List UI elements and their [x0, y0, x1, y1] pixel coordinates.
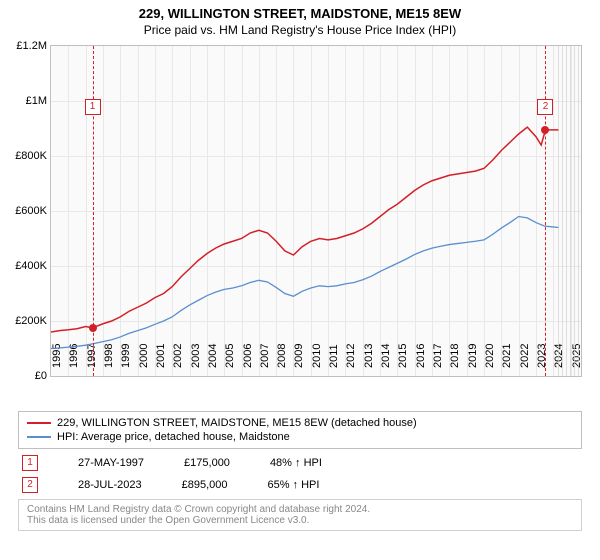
series-layer	[51, 46, 581, 376]
legend-swatch	[27, 422, 51, 424]
y-axis-label: £1M	[5, 95, 47, 107]
transaction-marker-number: 1	[85, 99, 101, 115]
transaction-marker-dot	[541, 126, 549, 134]
transaction-marker-line	[545, 46, 546, 376]
y-axis-label: £200K	[5, 315, 47, 327]
transaction-row: 1 27-MAY-1997 £175,000 48% ↑ HPI	[18, 455, 582, 471]
legend-swatch	[27, 436, 51, 438]
transaction-marker-dot	[89, 324, 97, 332]
series-line-property	[51, 127, 558, 332]
chart-subtitle: Price paid vs. HM Land Registry's House …	[0, 23, 600, 37]
series-line-hpi	[51, 217, 558, 349]
transaction-row: 2 28-JUL-2023 £895,000 65% ↑ HPI	[18, 477, 582, 493]
transaction-price: £175,000	[184, 457, 230, 469]
footer-line1: Contains HM Land Registry data © Crown c…	[27, 504, 573, 515]
transaction-number-box: 2	[22, 477, 38, 493]
y-axis-label: £0	[5, 370, 47, 382]
transaction-marker-number: 2	[537, 99, 553, 115]
plot-region: £0£200K£400K£600K£800K£1M£1.2M1995199619…	[50, 45, 582, 377]
chart-area: £0£200K£400K£600K£800K£1M£1.2M1995199619…	[50, 45, 582, 405]
chart-title-address: 229, WILLINGTON STREET, MAIDSTONE, ME15 …	[0, 6, 600, 21]
legend: 229, WILLINGTON STREET, MAIDSTONE, ME15 …	[18, 411, 582, 449]
transaction-price: £895,000	[182, 479, 228, 491]
legend-item: HPI: Average price, detached house, Maid…	[27, 430, 573, 444]
legend-label: 229, WILLINGTON STREET, MAIDSTONE, ME15 …	[57, 417, 417, 429]
transaction-delta: 65% ↑ HPI	[267, 479, 319, 491]
y-axis-label: £400K	[5, 260, 47, 272]
transaction-date: 27-MAY-1997	[78, 457, 144, 469]
legend-item: 229, WILLINGTON STREET, MAIDSTONE, ME15 …	[27, 416, 573, 430]
attribution-footer: Contains HM Land Registry data © Crown c…	[18, 499, 582, 531]
legend-label: HPI: Average price, detached house, Maid…	[57, 431, 290, 443]
y-axis-label: £600K	[5, 205, 47, 217]
transaction-delta: 48% ↑ HPI	[270, 457, 322, 469]
footer-line2: This data is licensed under the Open Gov…	[27, 515, 573, 526]
transaction-number-box: 1	[22, 455, 38, 471]
y-axis-label: £1.2M	[5, 40, 47, 52]
y-axis-label: £800K	[5, 150, 47, 162]
transaction-date: 28-JUL-2023	[78, 479, 142, 491]
